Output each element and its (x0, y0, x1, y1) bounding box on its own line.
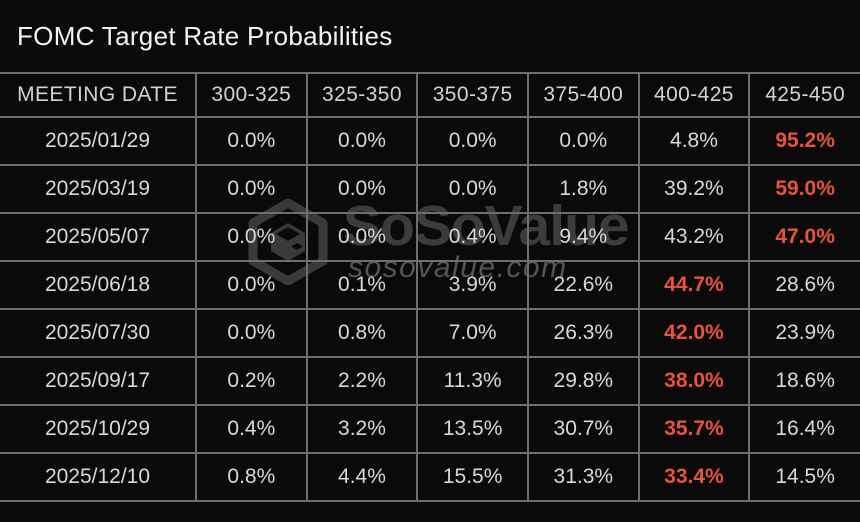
probability-cell: 0.0% (305, 212, 419, 262)
probability-cell: 2.2% (305, 356, 419, 406)
probability-cell: 0.4% (416, 212, 529, 262)
page-title: FOMC Target Rate Probabilities (17, 20, 393, 51)
probability-cell: 23.9% (748, 308, 860, 358)
meeting-date-cell: 2025/07/30 (0, 308, 197, 358)
table-body: 2025/01/29 0.0% 0.0% 0.0% 0.0% 4.8% 95.2% 2025/… (0, 116, 860, 502)
meeting-date-cell: 2025/10/29 (0, 404, 197, 454)
probability-cell: 26.3% (526, 308, 640, 358)
meeting-date-cell: 2025/01/29 (0, 116, 197, 166)
probabilities-table: MEETING DATE 300-325 325-350 350-375 375-400… (0, 72, 860, 502)
probability-cell: 14.5% (748, 452, 860, 502)
table-row: 2025/07/30 0.0% 0.8% 7.0% 26.3% 42.0% 23.9% (0, 308, 860, 358)
probability-cell: 9.4% (526, 212, 640, 262)
probability-cell: 0.0% (195, 308, 308, 358)
probability-cell: 0.0% (195, 116, 308, 166)
probability-cell: 0.1% (305, 260, 419, 310)
column-header-rate-range: 400-425 (637, 72, 751, 118)
probability-cell: 15.5% (416, 452, 529, 502)
column-header-rate-range: 325-350 (305, 72, 419, 118)
meeting-date-cell: 2025/05/07 (0, 212, 197, 262)
table-row: 2025/05/07 0.0% 0.0% 0.4% 9.4% 43.2% 47.0% (0, 212, 860, 262)
probability-cell: 0.0% (416, 164, 529, 214)
table-row: 2025/01/29 0.0% 0.0% 0.0% 0.0% 4.8% 95.2% (0, 116, 860, 166)
table-row: 2025/03/19 0.0% 0.0% 0.0% 1.8% 39.2% 59.0% (0, 164, 860, 214)
table-row: 2025/12/10 0.8% 4.4% 15.5% 31.3% 33.4% 14.5% (0, 452, 860, 502)
probability-cell: 3.9% (416, 260, 529, 310)
column-header-meeting-date: MEETING DATE (0, 72, 197, 118)
probability-cell: 3.2% (305, 404, 419, 454)
meeting-date-cell: 2025/06/18 (0, 260, 197, 310)
probability-cell-highlighted: 44.7% (637, 260, 751, 310)
table-row: 2025/10/29 0.4% 3.2% 13.5% 30.7% 35.7% 16.4% (0, 404, 860, 454)
probability-cell: 0.0% (195, 212, 308, 262)
probability-cell: 0.0% (526, 116, 640, 166)
probability-cell: 0.8% (195, 452, 308, 502)
meeting-date-cell: 2025/03/19 (0, 164, 197, 214)
probability-cell: 39.2% (637, 164, 751, 214)
table-row: 2025/06/18 0.0% 0.1% 3.9% 22.6% 44.7% 28.6% (0, 260, 860, 310)
probability-cell-highlighted: 35.7% (637, 404, 751, 454)
probability-cell-highlighted: 33.4% (637, 452, 751, 502)
header-row: MEETING DATE 300-325 325-350 350-375 375-400… (0, 72, 860, 118)
probability-cell: 30.7% (526, 404, 640, 454)
probability-cell: 0.0% (195, 164, 308, 214)
probability-cell: 16.4% (748, 404, 860, 454)
probability-cell: 29.8% (526, 356, 640, 406)
probability-cell: 0.0% (305, 164, 419, 214)
column-header-rate-range: 375-400 (526, 72, 640, 118)
probability-cell: 1.8% (526, 164, 640, 214)
probability-cell: 0.4% (195, 404, 308, 454)
probability-cell-highlighted: 59.0% (748, 164, 860, 214)
column-header-rate-range: 425-450 (748, 72, 860, 118)
probability-cell: 4.8% (637, 116, 751, 166)
probability-cell: 11.3% (416, 356, 529, 406)
probability-cell: 28.6% (748, 260, 860, 310)
probability-cell: 7.0% (416, 308, 529, 358)
meeting-date-cell: 2025/09/17 (0, 356, 197, 406)
probability-cell: 22.6% (526, 260, 640, 310)
probability-cell: 18.6% (748, 356, 860, 406)
probability-cell: 4.4% (305, 452, 419, 502)
probability-cell: 0.8% (305, 308, 419, 358)
probability-cell: 0.2% (195, 356, 308, 406)
probability-cell-highlighted: 38.0% (637, 356, 751, 406)
probability-cell: 43.2% (637, 212, 751, 262)
probability-cell: 0.0% (305, 116, 419, 166)
probability-cell: 0.0% (416, 116, 529, 166)
title-bar: FOMC Target Rate Probabilities (0, 0, 860, 72)
probability-cell: 31.3% (526, 452, 640, 502)
probability-cell-highlighted: 95.2% (748, 116, 860, 166)
table-row: 2025/09/17 0.2% 2.2% 11.3% 29.8% 38.0% 18.6% (0, 356, 860, 406)
probability-cell-highlighted: 42.0% (637, 308, 751, 358)
meeting-date-cell: 2025/12/10 (0, 452, 197, 502)
column-header-rate-range: 300-325 (195, 72, 308, 118)
column-header-rate-range: 350-375 (416, 72, 529, 118)
probability-cell: 13.5% (416, 404, 529, 454)
probability-cell-highlighted: 47.0% (748, 212, 860, 262)
probability-cell: 0.0% (195, 260, 308, 310)
